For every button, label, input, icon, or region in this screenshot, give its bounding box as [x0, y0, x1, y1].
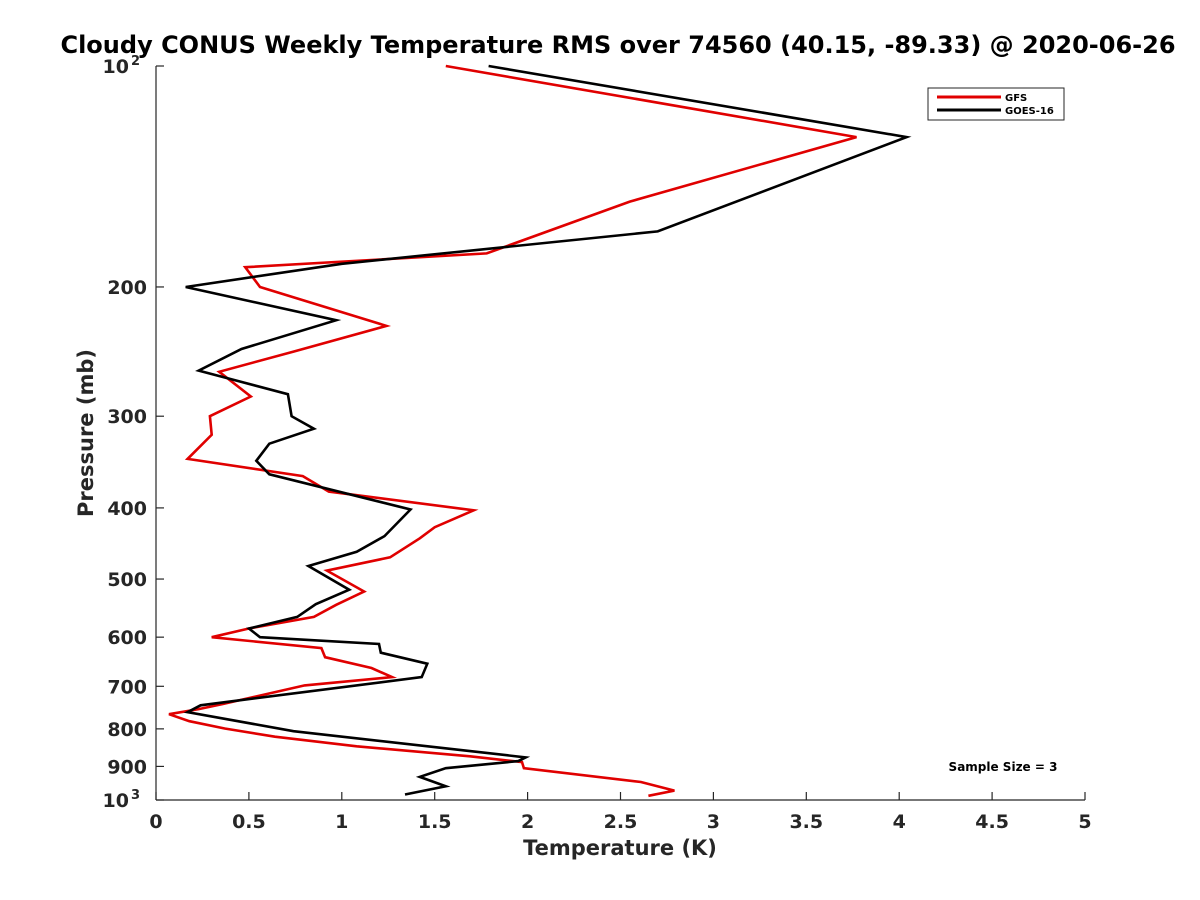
x-tick-label: 3 — [707, 811, 720, 833]
y-tick-label: 200 — [107, 277, 147, 299]
y-tick-exponent: 3 — [131, 788, 140, 803]
series-layer — [168, 64, 912, 798]
y-tick-label: 600 — [107, 627, 147, 649]
legend-box — [927, 87, 1065, 121]
series-line-gfs — [168, 64, 857, 798]
x-tick-label: 2 — [521, 811, 534, 833]
sample-size-annotation: Sample Size = 3 — [949, 760, 1058, 774]
chart-title: Cloudy CONUS Weekly Temperature RMS over… — [60, 31, 1175, 59]
y-tick-exponent: 2 — [131, 54, 140, 69]
legend-label-goes16: GOES-16 — [1005, 106, 1054, 117]
x-tick-label: 2.5 — [604, 811, 638, 833]
series-line-goes-16 — [183, 64, 912, 796]
x-tick-label: 4.5 — [975, 811, 1009, 833]
x-tick-label: 3.5 — [789, 811, 823, 833]
x-tick-label: 1.5 — [418, 811, 452, 833]
x-tick-label: 0.5 — [232, 811, 266, 833]
y-tick-label: 900 — [107, 756, 147, 778]
y-tick-label: 10 — [103, 56, 129, 78]
x-tick-label: 0 — [149, 811, 162, 833]
legend-label-gfs: GFS — [1005, 93, 1027, 104]
x-tick-label: 4 — [893, 811, 906, 833]
x-tick-label: 5 — [1078, 811, 1091, 833]
y-axis-label: Pressure (mb) — [74, 349, 98, 517]
y-tick-label: 700 — [107, 676, 147, 698]
x-axis-label: Temperature (K) — [523, 836, 717, 860]
x-ticks: 0 0.5 1 1.5 2 2.5 3 3.5 4 4.5 5 — [149, 792, 1092, 833]
y-tick-label: 300 — [107, 406, 147, 428]
y-tick-label: 400 — [107, 498, 147, 520]
plot-axes — [155, 66, 1085, 801]
y-tick-label: 10 — [103, 790, 129, 812]
legend: GFS GOES-16 — [927, 87, 1065, 121]
y-tick-label: 500 — [107, 569, 147, 591]
x-tick-label: 1 — [335, 811, 348, 833]
y-tick-label: 800 — [107, 719, 147, 741]
